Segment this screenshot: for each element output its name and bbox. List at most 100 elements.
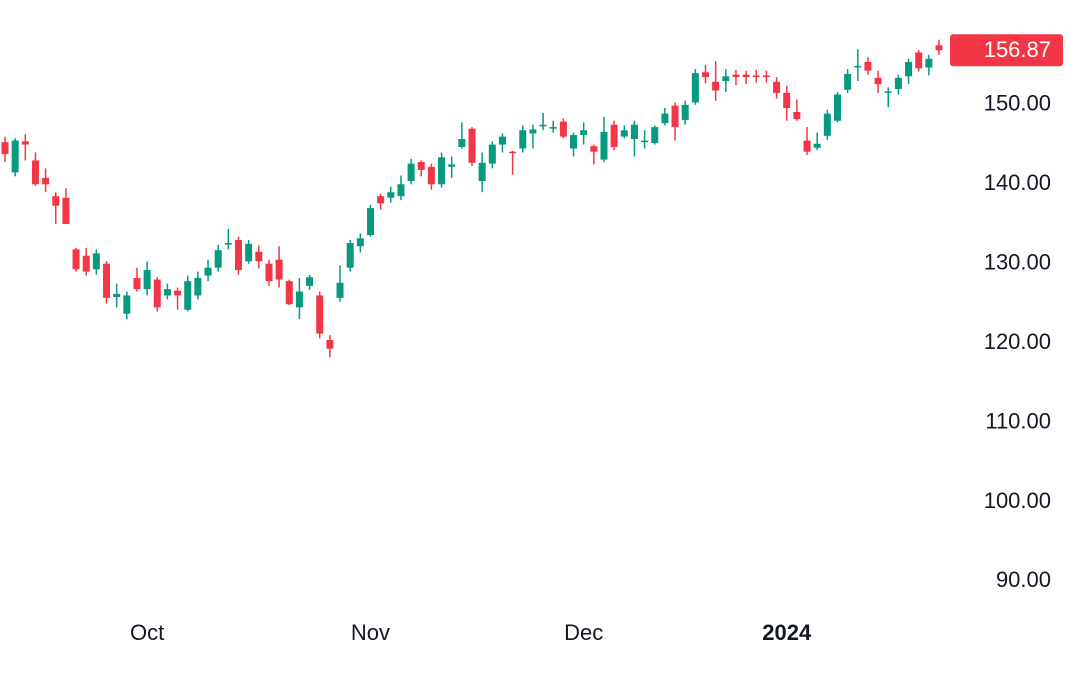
candle-body (773, 81, 781, 93)
candle-body (864, 61, 872, 71)
candle-body (610, 124, 618, 147)
candle-body (255, 251, 263, 262)
candle-body (143, 270, 151, 290)
candle-body (21, 141, 29, 145)
candle-body (265, 263, 273, 282)
candle-body (52, 196, 60, 206)
candle-body (752, 75, 760, 78)
candle-body (488, 144, 496, 164)
candle-body (326, 339, 334, 349)
candle-body (184, 281, 192, 310)
candle-body (356, 238, 364, 247)
candle-body (570, 135, 578, 149)
candle-body (722, 76, 730, 82)
candle-body (366, 208, 374, 236)
candle-body (549, 127, 557, 129)
candle-body (884, 91, 892, 93)
candle-body (732, 74, 740, 78)
candle-body (123, 295, 131, 314)
candle-body (681, 104, 689, 120)
candle-body (62, 197, 70, 224)
candle-body (72, 249, 80, 270)
y-tick-label: 150.00 (984, 91, 1051, 116)
candle-body (854, 65, 862, 68)
candle-body (823, 113, 831, 136)
candle-body (275, 259, 283, 280)
candle-body (509, 151, 517, 154)
y-tick-label: 90.00 (996, 567, 1051, 592)
candle-body (82, 255, 90, 272)
candle-body (92, 253, 100, 270)
candle-body (671, 105, 679, 128)
candle-body (468, 128, 476, 163)
candle-body (346, 243, 354, 268)
candle-body (235, 239, 242, 271)
candle-body (336, 282, 344, 298)
y-tick-label: 140.00 (984, 170, 1051, 195)
candle-body (905, 61, 913, 77)
candle-body (874, 77, 882, 85)
y-tick-label: 100.00 (984, 488, 1051, 513)
candle-body (844, 73, 852, 90)
candle-body (600, 131, 608, 160)
x-tick-label: 2024 (762, 620, 812, 645)
candle-body (113, 293, 121, 298)
y-tick-label: 130.00 (984, 250, 1051, 275)
candle-body (42, 177, 50, 185)
candle-body (11, 140, 19, 173)
candle-body (31, 160, 39, 185)
candle-body (803, 140, 811, 152)
candle-body (285, 281, 293, 305)
candle-body (448, 164, 456, 167)
candle-body (915, 52, 923, 69)
candle-body (620, 130, 628, 137)
candle-body (661, 113, 669, 124)
candle-body (762, 75, 770, 78)
candle-body (813, 143, 821, 148)
candle-body (387, 192, 395, 198)
candle-body (559, 121, 567, 137)
candle-body (630, 124, 638, 139)
candle-body (641, 140, 649, 143)
candle-body (103, 263, 111, 298)
x-tick-label: Oct (130, 620, 164, 645)
candle-body (712, 81, 720, 91)
candle-body (651, 127, 659, 143)
candle-body (245, 243, 253, 262)
candle-body (438, 157, 446, 185)
candle-body (478, 162, 486, 182)
candle-body (894, 77, 902, 89)
candle-body (316, 295, 324, 334)
candle-body (174, 290, 182, 296)
candle-body (691, 73, 699, 103)
candle-body (133, 277, 141, 290)
candle-body (407, 163, 415, 182)
candle-body (306, 277, 314, 286)
candle-body (194, 277, 202, 296)
x-tick-label: Nov (351, 620, 390, 645)
candle-body (529, 129, 537, 134)
y-tick-label: 120.00 (984, 329, 1051, 354)
candle-body (153, 279, 161, 308)
candle-body (427, 166, 435, 185)
candle-body (417, 162, 425, 170)
candle-body (783, 92, 791, 109)
candle-body (397, 184, 405, 197)
candle-body (224, 243, 232, 245)
y-tick-label: 110.00 (985, 408, 1051, 433)
candle-body (935, 45, 943, 51)
candle-body (1, 142, 9, 155)
candle-body (204, 267, 212, 276)
candle-body (498, 136, 506, 145)
candle-body (580, 130, 588, 136)
candle-body (539, 124, 547, 127)
candle-body (702, 72, 709, 78)
candle-body (793, 111, 801, 120)
last-price-label: 156.87 (984, 37, 1051, 62)
candle-body (214, 250, 222, 268)
candle-body (519, 130, 527, 149)
candle-body (833, 94, 841, 121)
candle-body (458, 138, 466, 147)
last-price-tag (950, 34, 1063, 67)
